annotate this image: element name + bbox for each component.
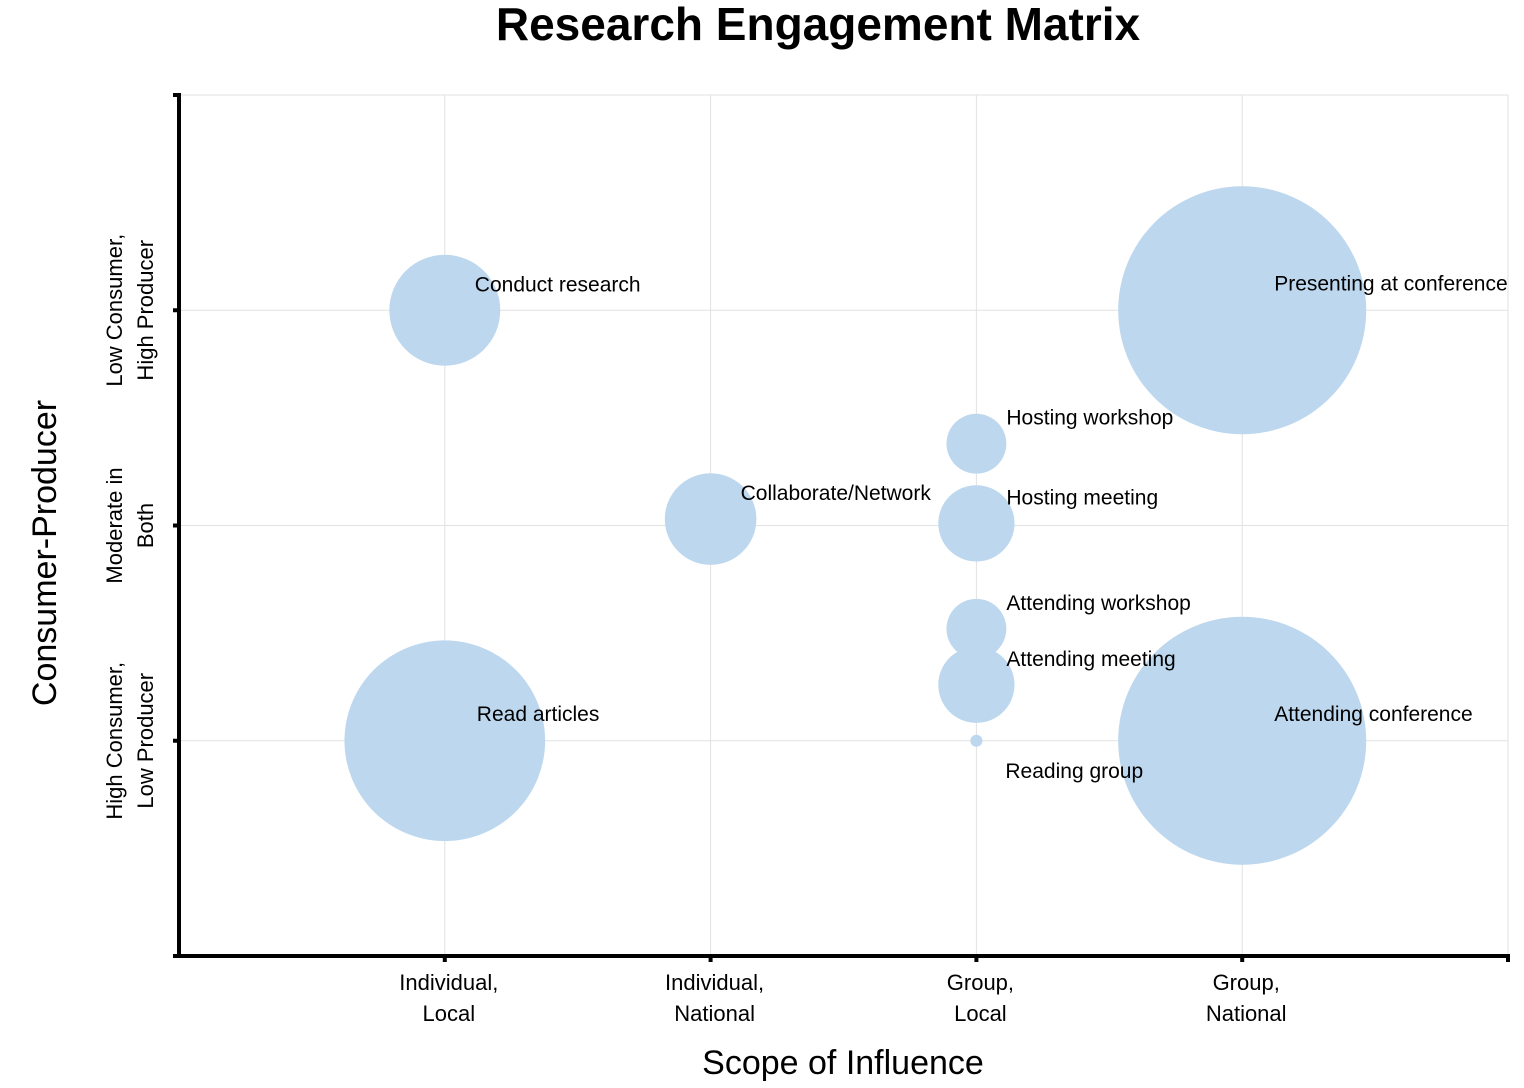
bubble-label-attending-workshop: Attending workshop [1006,592,1190,615]
y-tick-label-group: High Consumer, Low Producer [102,662,158,820]
bubble-label-hosting-meeting: Hosting meeting [1006,486,1158,509]
bubble-attending-conference [1118,616,1367,865]
bubble-hosting-meeting [938,485,1015,562]
y-tick-labels: High Consumer, Low Producer Moderate in Bot… [102,234,158,820]
x-tick-label: Group, National [1206,970,1287,1026]
bubble-attending-meeting [938,646,1015,723]
bubbles [344,186,1367,865]
y-tick-label-group: Low Consumer, High Producer [102,234,158,387]
bubble-label-read-articles: Read articles [477,703,600,726]
y-tick-label: Low Consumer, High Producer [102,234,158,387]
axes [173,93,1510,962]
chart-title: Research Engagement Matrix [496,0,1141,50]
x-axis-title: Scope of Influence [702,1044,984,1082]
bubble-label-conduct-research: Conduct research [475,273,641,296]
x-tick-label: Individual, National [665,970,764,1026]
y-tick-label: Moderate in Both [102,467,158,583]
bubble-conduct-research [389,254,501,366]
y-tick-label-group: Moderate in Both [102,467,158,583]
bubble-hosting-workshop [946,413,1007,474]
bubble-presenting-at-conference [1118,186,1367,435]
bubble-collaborate-network [664,473,757,565]
x-tick-label: Group, Local [947,970,1014,1026]
bubble-label-reading-group: Reading group [1005,760,1143,783]
bubble-label-presenting-at-conference: Presenting at conference [1274,272,1507,295]
bubble-label-attending-meeting: Attending meeting [1006,648,1175,671]
bubble-label-hosting-workshop: Hosting workshop [1006,407,1173,430]
bubble-attending-workshop [946,598,1007,659]
x-tick-labels: Individual, Local Individual, National Group… [399,970,1286,1026]
bubble-reading-group [970,734,983,747]
bubble-labels: Conduct research Presenting at conference… [475,272,1508,783]
y-tick-label: High Consumer, Low Producer [102,662,158,820]
x-tick-label: Individual, Local [399,970,498,1026]
y-axis-title: Consumer-Producer [26,400,64,706]
bubble-label-collaborate-network: Collaborate/Network [741,482,932,505]
bubble-read-articles [344,640,546,842]
bubble-label-attending-conference: Attending conference [1274,703,1472,726]
